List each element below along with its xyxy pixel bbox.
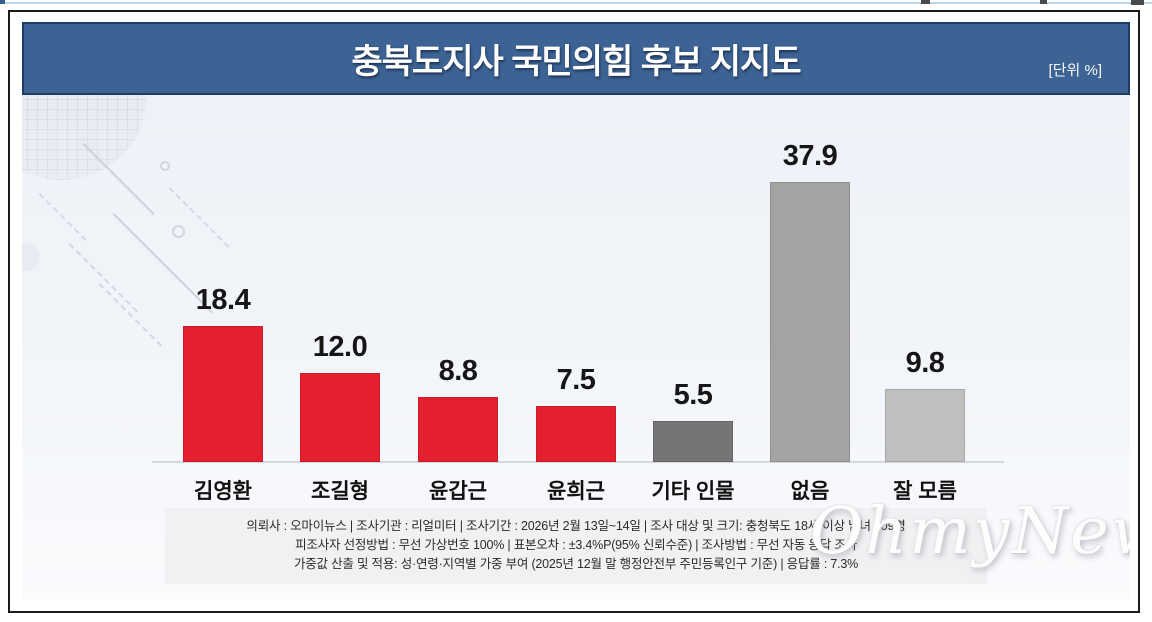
bar [183, 326, 263, 462]
decor-ring [172, 225, 185, 238]
top-edge-artifact [1131, 0, 1144, 5]
decor-dashed-line [168, 187, 230, 248]
ohmynews-watermark: OhmyNews [810, 494, 1130, 569]
decor-small-circle [22, 243, 40, 271]
bar [653, 421, 733, 462]
bar-category-label: 잘 모름 [893, 480, 957, 503]
decor-ring [160, 161, 170, 171]
top-edge-artifact [1040, 0, 1047, 4]
bar-category-label: 윤희근 [547, 480, 605, 503]
decor-diagonal-line [82, 143, 155, 216]
bar-value-label: 5.5 [673, 379, 713, 411]
x-axis-baseline [152, 461, 1004, 463]
decor-dashed-line [68, 243, 138, 313]
chart-area: 18.4 김영환 12.0 조길형 8.8 윤갑근 7.5 윤희근 5.5 기타 인물 37.9 없음… [22, 95, 1130, 600]
chart-card: 충북도지사 국민의힘 후보 지지도 [단위 %] 18.4 김영환 12.0 조길형 8… [8, 10, 1140, 613]
top-edge-artifact [0, 0, 5, 4]
bar [885, 389, 965, 462]
bar-value-label: 12.0 [312, 331, 368, 363]
top-edge-hairline [0, 2, 1152, 4]
chart-title: 충북도지사 국민의힘 후보 지지도 [351, 43, 801, 81]
bar-category-label: 김영환 [194, 480, 252, 503]
bar-value-label: 9.8 [905, 347, 945, 379]
bar-value-label: 37.9 [782, 140, 838, 172]
bar [300, 373, 380, 462]
survey-info-line: 피조사자 선정방법 : 무선 가상번호 100% | 표본오차 : ±3.4%P… [295, 538, 857, 552]
bar [418, 397, 498, 462]
bar-value-label: 7.5 [556, 364, 596, 396]
decor-grid-circle [22, 95, 147, 180]
survey-info-box: 의뢰사 : 오마이뉴스 | 조사기관 : 리얼미터 | 조사기간 : 2026년… [165, 508, 987, 584]
bar-value-label: 8.8 [438, 355, 478, 387]
survey-info-line: 의뢰사 : 오마이뉴스 | 조사기관 : 리얼미터 | 조사기간 : 2026년… [246, 519, 906, 533]
bar-category-label: 기타 인물 [651, 480, 735, 503]
bar [770, 182, 850, 462]
bar-category-label: 윤갑근 [429, 480, 487, 503]
bar-category-label: 조길형 [311, 480, 369, 503]
bar-category-label: 없음 [790, 480, 830, 503]
decor-dashed-line [38, 193, 87, 242]
survey-info-line: 가중값 산출 및 적용: 성·연령·지역별 가중 부여 (2025년 12월 말… [293, 557, 859, 571]
chart-title-banner: 충북도지사 국민의힘 후보 지지도 [단위 %] [22, 22, 1130, 95]
bar [536, 406, 616, 462]
unit-label: [단위 %] [1048, 62, 1102, 79]
top-edge-artifact [921, 0, 930, 4]
bar-value-label: 18.4 [195, 284, 251, 316]
